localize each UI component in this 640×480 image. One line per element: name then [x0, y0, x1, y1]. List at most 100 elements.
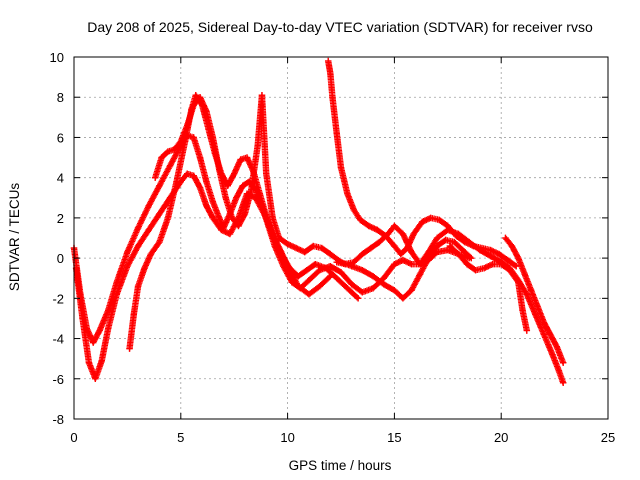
data-point — [333, 275, 340, 282]
data-point — [354, 295, 362, 302]
data-point — [391, 260, 398, 268]
data-point — [177, 138, 184, 145]
data-point — [226, 230, 234, 238]
data-point — [275, 234, 283, 242]
data-point — [416, 271, 424, 278]
data-point — [231, 170, 238, 177]
data-point — [147, 250, 155, 258]
data-point — [540, 331, 548, 338]
data-point — [327, 262, 334, 270]
data-point — [374, 226, 381, 234]
data-point — [130, 311, 138, 318]
data-point — [472, 266, 479, 274]
data-point — [303, 266, 311, 274]
data-point — [532, 311, 539, 318]
plot-frame — [73, 56, 609, 420]
data-point — [555, 367, 563, 374]
data-point — [243, 154, 251, 161]
data-point — [327, 69, 334, 77]
data-point — [324, 57, 332, 65]
data-point — [164, 214, 172, 222]
data-point — [459, 246, 466, 254]
y-tick-label: 6 — [57, 130, 64, 145]
series-sat-track-4 — [151, 92, 475, 302]
data-point — [190, 134, 197, 141]
data-point — [318, 244, 325, 252]
data-point — [216, 166, 223, 173]
data-point — [451, 238, 458, 246]
data-point — [192, 92, 199, 99]
data-point — [367, 244, 375, 252]
data-point — [134, 283, 142, 290]
data-point — [391, 222, 398, 230]
y-tick-label: 10 — [50, 50, 64, 65]
data-point — [284, 240, 291, 248]
data-point — [305, 291, 313, 298]
data-point — [369, 285, 377, 292]
x-tick-label: 20 — [494, 430, 508, 445]
data-point — [286, 264, 293, 272]
data-point — [222, 194, 229, 201]
data-point — [410, 230, 417, 238]
data-point — [209, 198, 217, 205]
data-point — [498, 260, 505, 268]
data-point — [85, 359, 93, 366]
data-point — [527, 287, 535, 294]
marker-trace — [324, 57, 520, 270]
data-point — [446, 242, 454, 250]
y-tick-label: 0 — [57, 251, 64, 266]
data-point — [359, 266, 366, 274]
y-axis-label: SDTVAR / TECUs — [7, 183, 22, 292]
data-point — [519, 307, 526, 314]
data-point — [164, 148, 172, 155]
data-point — [376, 238, 383, 246]
data-point — [433, 234, 441, 242]
data-point — [96, 327, 103, 334]
data-series — [70, 57, 567, 386]
y-tick-label: 2 — [57, 211, 64, 226]
data-point — [515, 279, 522, 286]
data-point — [495, 250, 503, 258]
data-point — [256, 190, 264, 197]
data-point — [512, 262, 520, 270]
data-point — [540, 319, 548, 326]
data-point — [322, 264, 330, 272]
data-point — [113, 291, 120, 298]
data-point — [359, 250, 366, 258]
data-point — [418, 218, 426, 226]
data-point — [333, 130, 340, 137]
data-point — [350, 206, 358, 214]
data-point — [380, 281, 387, 288]
data-point — [156, 238, 163, 246]
data-point — [391, 242, 398, 250]
data-point — [365, 222, 372, 230]
data-point — [151, 174, 159, 181]
data-point — [515, 254, 522, 262]
data-point — [218, 226, 225, 234]
data-point — [235, 222, 242, 230]
data-point — [166, 162, 174, 169]
data-point — [124, 262, 131, 270]
grid-lines — [74, 57, 608, 419]
x-tick-label: 10 — [280, 430, 294, 445]
x-tick-label: 5 — [177, 430, 184, 445]
data-point — [559, 359, 567, 366]
data-point — [384, 230, 392, 238]
data-point — [436, 216, 443, 224]
data-point — [258, 92, 266, 99]
data-point — [203, 108, 210, 115]
data-point — [239, 182, 246, 189]
data-point — [502, 234, 509, 242]
data-point — [504, 256, 511, 264]
data-point — [141, 264, 148, 272]
data-point — [416, 260, 424, 268]
data-point — [104, 325, 112, 332]
data-point — [480, 264, 488, 272]
data-point — [408, 260, 415, 268]
data-point — [380, 275, 387, 282]
data-point — [209, 134, 217, 141]
data-point — [241, 210, 249, 218]
data-point — [228, 214, 236, 222]
data-point — [158, 154, 165, 161]
chart-title: Day 208 of 2025, Sidereal Day-to-day VTE… — [87, 19, 593, 35]
